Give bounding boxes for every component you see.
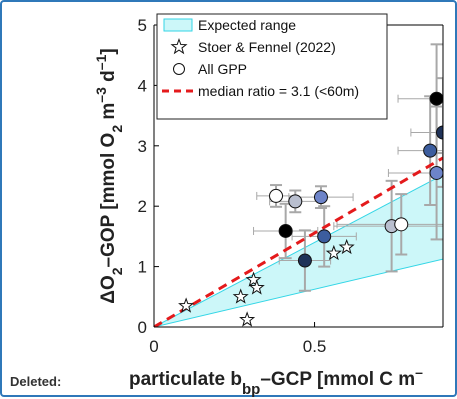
legend-label-stoer-fennel: Stoer & Fennel (2022) [198, 39, 336, 55]
legend-item-all-gpp: All GPP [173, 61, 247, 77]
gpp-point [429, 91, 443, 106]
deleted-note: Deleted: [10, 374, 62, 389]
gpp-point [394, 217, 409, 232]
gpp-point [288, 194, 303, 209]
expected-range-upper-line [154, 174, 443, 327]
y-tick-label: 0 [138, 318, 147, 337]
gpp-point [317, 229, 332, 244]
gpp-point [313, 190, 328, 205]
x-tick-label: 0.5 [303, 337, 327, 356]
circle-icon [173, 63, 185, 75]
x-axis-label: particulate bbp–GCP [mmol C m– [129, 364, 423, 398]
stoer-fennel-point [239, 311, 256, 327]
stoer-fennel-point [245, 271, 262, 287]
stoer-fennel-point [325, 244, 342, 261]
gpp-point [297, 253, 312, 268]
legend-label-median-ratio: median ratio = 3.1 (<60m) [198, 83, 359, 99]
legend-label-all-gpp: All GPP [198, 61, 247, 77]
stoer-fennel-point [232, 288, 249, 304]
gpp-point [436, 125, 443, 140]
legend-item-expected-range: Expected range [163, 17, 296, 33]
y-tick-label: 3 [138, 137, 147, 156]
star-icon [170, 38, 188, 55]
legend-item-stoer-fennel: Stoer & Fennel (2022) [170, 38, 336, 55]
median-ratio-line [154, 156, 443, 327]
stoer-fennel-point [248, 279, 265, 295]
y-tick-label: 4 [138, 76, 147, 95]
y-axis-label: ΔO2–GOP [mmol O2 m–3 d–1] [93, 48, 125, 303]
y-tick-label: 1 [138, 258, 147, 277]
gpp-point [269, 188, 284, 203]
legend-label-expected-range: Expected range [198, 17, 296, 33]
gpp-point [278, 223, 293, 238]
y-tick-label: 5 [138, 16, 147, 35]
legend-patch-swatch [163, 18, 193, 32]
legend-item-median-ratio: median ratio = 3.1 (<60m) [162, 83, 359, 99]
gpp-point [423, 143, 438, 158]
stoer-fennel-point [338, 238, 355, 255]
stoer-fennel-point [178, 297, 195, 313]
y-tick-label: 2 [138, 197, 147, 216]
x-tick-label: 0 [149, 337, 158, 356]
gpp-point [429, 165, 443, 180]
expected-range-lower-line [154, 258, 443, 327]
legend-box [156, 13, 388, 120]
legend: Expected range Stoer & Fennel (2022) All… [156, 13, 388, 120]
